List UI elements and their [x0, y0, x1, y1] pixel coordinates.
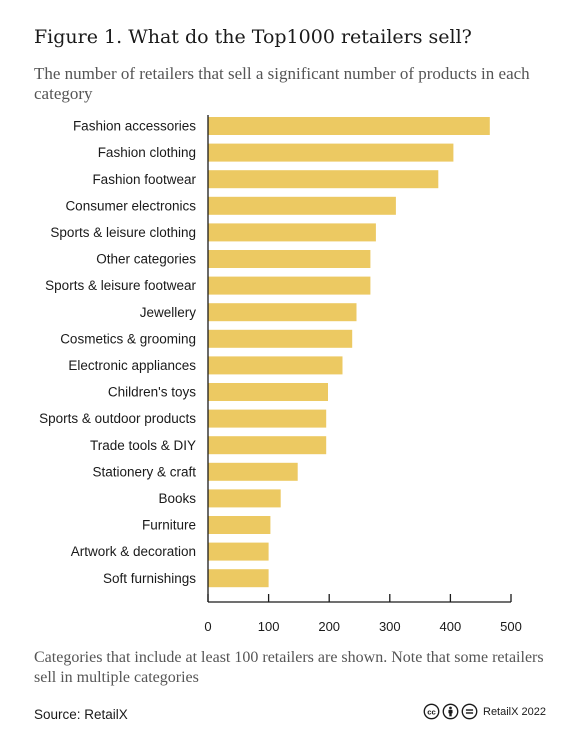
by-icon — [442, 703, 459, 720]
bar-15 — [208, 516, 271, 534]
bar-10 — [208, 383, 328, 401]
bar-1 — [208, 143, 454, 162]
bar-3 — [208, 196, 396, 215]
cc-icon: cc — [423, 703, 440, 720]
category-label: Cosmetics & grooming — [60, 331, 196, 346]
x-tick-label: 0 — [204, 619, 211, 634]
bar-11 — [208, 409, 327, 428]
category-label: Sports & leisure footwear — [45, 278, 196, 293]
chart-note: Categories that include at least 100 ret… — [34, 649, 544, 686]
bar-6 — [208, 276, 371, 295]
license-text: RetailX 2022 — [483, 705, 546, 718]
category-label: Sports & outdoor products — [39, 411, 196, 426]
bar-0 — [208, 117, 490, 135]
license-badge: cc RetailX 2022 — [423, 703, 546, 720]
category-label: Fashion accessories — [73, 119, 196, 134]
x-tick-label: 300 — [379, 619, 401, 634]
category-label: Furniture — [142, 518, 196, 533]
category-labels-group: Fashion accessories Fashion clothing Fashi… — [39, 119, 196, 586]
x-tick-label: 100 — [258, 619, 280, 634]
category-label: Children's toys — [108, 385, 196, 400]
category-label: Soft furnishings — [103, 571, 196, 586]
category-label: Fashion clothing — [98, 145, 196, 160]
category-label: Books — [158, 491, 196, 506]
category-label: Electronic appliances — [68, 358, 196, 373]
category-label: Trade tools & DIY — [90, 438, 196, 453]
category-label: Artwork & decoration — [71, 544, 196, 559]
bar-2 — [208, 170, 439, 189]
category-label: Fashion footwear — [92, 172, 196, 187]
x-tick-label: 500 — [500, 619, 522, 634]
bar-14 — [208, 489, 281, 508]
category-label: Consumer electronics — [65, 198, 196, 213]
x-tick-label: 400 — [440, 619, 462, 634]
bar-7 — [208, 303, 357, 322]
chart-subtitle: The number of retailers that sell a sign… — [34, 64, 530, 103]
source-label: Source: RetailX — [34, 707, 128, 722]
bar-16 — [208, 542, 269, 561]
x-axis: 0 100 200 300 400 500 — [204, 115, 522, 634]
bar-4 — [208, 223, 376, 242]
bar-13 — [208, 462, 298, 481]
bar-5 — [208, 250, 371, 268]
bar-9 — [208, 356, 343, 375]
category-label: Stationery & craft — [92, 464, 196, 479]
category-label: Sports & leisure clothing — [50, 225, 196, 240]
bars-group — [208, 117, 490, 588]
bar-8 — [208, 329, 353, 348]
bar-12 — [208, 436, 327, 455]
nd-icon — [461, 703, 478, 720]
category-label: Other categories — [96, 252, 196, 267]
category-label: Jewellery — [140, 305, 197, 320]
x-tick-label: 200 — [318, 619, 340, 634]
bar-17 — [208, 569, 269, 588]
chart-title: Figure 1. What do the Top1000 retailers … — [34, 26, 472, 48]
svg-text:cc: cc — [427, 708, 436, 717]
